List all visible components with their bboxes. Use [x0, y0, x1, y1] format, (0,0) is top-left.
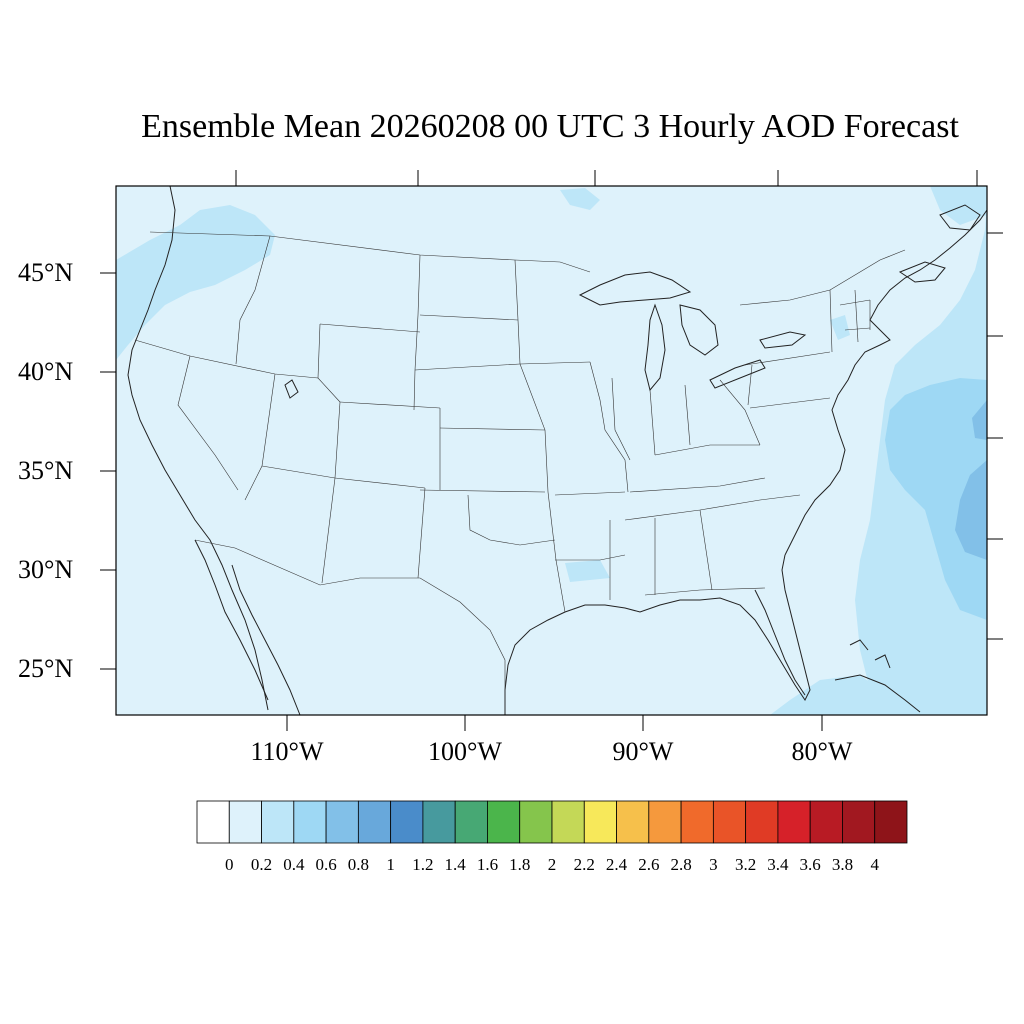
coastline-mexico-west — [194, 539, 269, 701]
aod-region-quebec — [560, 188, 600, 210]
colorbar-tick-label: 1.6 — [476, 855, 499, 874]
colorbar-tick-label: 2.6 — [638, 855, 660, 874]
state-borders — [134, 231, 906, 715]
lat-label-40: 40°N — [18, 357, 74, 386]
aod-region-atlantic-core — [955, 460, 987, 560]
aod-region-canada-east — [930, 186, 987, 225]
colorbar-swatch — [228, 800, 262, 844]
coastline-cuba — [834, 674, 921, 713]
colorbar-swatch — [874, 800, 908, 844]
colorbar-swatch — [293, 800, 327, 844]
map-title: Ensemble Mean 20260208 00 UTC 3 Hourly A… — [141, 108, 959, 145]
lake-erie — [709, 359, 766, 389]
colorbar-tick-label: 1 — [386, 855, 395, 874]
colorbar-swatch — [487, 800, 521, 844]
colorbar-tick-label: 1.8 — [509, 855, 531, 874]
colorbar-tick-label: 2.4 — [605, 855, 628, 874]
lon-label-80w: 80°W — [791, 737, 853, 766]
colorbar-swatch — [390, 800, 424, 844]
colorbar-swatch — [325, 800, 359, 844]
coastline-florida — [754, 589, 806, 696]
aod-region-pacific-nw — [116, 205, 275, 360]
coastline-baja — [231, 564, 301, 716]
aod-region-bahamas — [770, 675, 900, 715]
colorbar-swatch — [680, 800, 714, 844]
coastline-gulf — [504, 554, 811, 715]
colorbar-tick-label: 4 — [870, 855, 879, 874]
colorbar-tick-label: 0 — [225, 855, 234, 874]
map-area — [116, 186, 987, 715]
colorbar-swatch — [422, 800, 456, 844]
colorbar-tick-label: 3.6 — [799, 855, 821, 874]
colorbar-tick-label: 0.4 — [283, 855, 305, 874]
colorbar-tick-label: 0.2 — [250, 855, 273, 874]
colorbar-tick-label: 3.4 — [767, 855, 789, 874]
colorbar-swatch — [519, 800, 553, 844]
colorbar-tick-label: 1.2 — [412, 855, 434, 874]
colorbar-swatch — [357, 800, 392, 844]
lake-huron — [679, 304, 719, 356]
colorbar-tick-label: 0.8 — [347, 855, 369, 874]
lat-label-25: 25°N — [18, 654, 74, 683]
great-salt-lake — [284, 379, 299, 399]
aod-region-atlantic-high — [885, 378, 987, 620]
aod-region-gulf — [565, 560, 610, 582]
lake-ontario — [759, 331, 807, 349]
colorbar-swatch — [745, 800, 779, 844]
border-us-mexico — [194, 539, 506, 715]
axis-ticks — [100, 170, 1003, 731]
colorbar-tick-label: 2.2 — [573, 855, 595, 874]
colorbar-swatch — [454, 800, 488, 844]
colorbar-tick-label: 2 — [547, 855, 557, 874]
lat-label-30: 30°N — [18, 555, 74, 584]
colorbar-swatch — [583, 800, 617, 844]
map-frame — [115, 185, 988, 716]
lake-superior — [578, 271, 692, 306]
colorbar-swatch — [712, 800, 747, 844]
colorbar-tick-label: 1.4 — [444, 855, 466, 874]
colorbar-tick-label: 3.2 — [735, 855, 757, 874]
border-us-canada — [149, 231, 591, 273]
colorbar-swatch — [842, 800, 876, 844]
lat-label-45: 45°N — [18, 258, 74, 287]
lat-label-35: 35°N — [18, 456, 74, 485]
coastline-newfoundland — [939, 204, 981, 231]
colorbar-tick-label: 3.8 — [831, 855, 854, 874]
colorbar-tick-label: 3 — [709, 855, 718, 874]
coastline-nova-scotia — [898, 261, 946, 283]
colorbar — [196, 800, 908, 844]
coastline-atlantic — [784, 209, 988, 556]
aod-region-new-england — [830, 315, 850, 340]
lon-label-110w: 110°W — [250, 737, 324, 766]
colorbar-swatch — [261, 800, 295, 844]
colorbar-swatch — [196, 800, 230, 844]
aod-contour-fill — [116, 186, 987, 715]
lon-label-90w: 90°W — [612, 737, 674, 766]
colorbar-swatch — [809, 800, 843, 844]
aod-region-atlantic-core2 — [972, 400, 987, 440]
colorbar-tick-label: 2.8 — [670, 855, 692, 874]
coastline-west — [127, 185, 269, 711]
colorbar-swatch — [551, 800, 585, 844]
colorbar-swatch — [616, 800, 650, 844]
colorbar-swatch — [777, 800, 811, 844]
colorbar-swatch — [648, 800, 682, 844]
colorbar-tick-label: 0.6 — [315, 855, 337, 874]
coastline-bahamas — [849, 639, 891, 669]
lon-label-100w: 100°W — [428, 737, 502, 766]
border-us-canada-east — [739, 249, 906, 306]
